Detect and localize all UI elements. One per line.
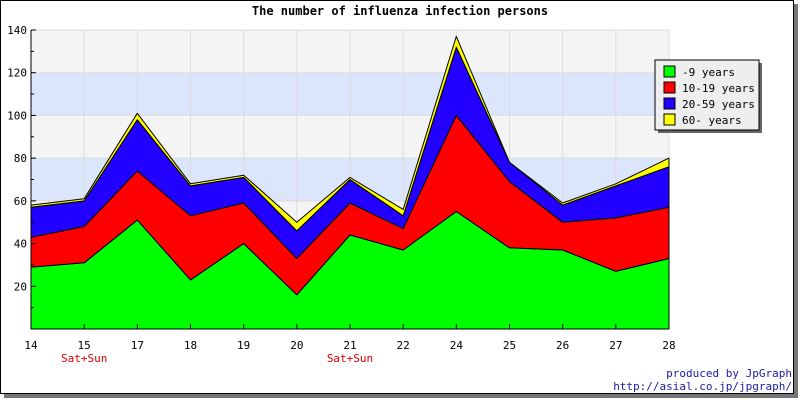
y-tick-label: 100 [7, 109, 27, 122]
legend-swatch [663, 81, 676, 94]
y-tick-label: 20 [14, 280, 27, 293]
legend-label: 60- years [682, 114, 742, 127]
y-tick-label: 140 [7, 24, 27, 37]
credit-url[interactable]: http://asial.co.jp/jpgraph/ [613, 380, 792, 393]
legend-label: 20-59 years [682, 98, 755, 111]
legend-swatch [663, 65, 676, 78]
x-tick-label: 15 [78, 339, 91, 352]
x-tick-label: 18 [184, 339, 197, 352]
y-tick-label: 120 [7, 67, 27, 80]
x-tick-label: 19 [237, 339, 250, 352]
y-tick-label: 40 [14, 238, 27, 251]
x-tick-label: 22 [397, 339, 410, 352]
legend-label: -9 years [682, 66, 735, 79]
credit-produced-by: produced by JpGraph [666, 367, 792, 380]
legend-swatch [663, 97, 676, 110]
x-tick-label: 26 [556, 339, 569, 352]
x-tick-label: 27 [609, 339, 622, 352]
x-tick-label: 17 [131, 339, 144, 352]
legend-swatch [663, 113, 676, 126]
x-tick-sublabel: Sat+Sun [327, 352, 373, 365]
x-tick-label: 20 [290, 339, 303, 352]
x-tick-label: 24 [450, 339, 464, 352]
x-tick-label: 14 [24, 339, 38, 352]
chart-title: The number of influenza infection person… [252, 4, 548, 18]
legend: -9 years 10-19 years 20-59 years 60- years [654, 59, 762, 133]
y-tick-label: 80 [14, 152, 27, 165]
x-tick-label: 21 [343, 339, 356, 352]
y-tick-label: 60 [14, 195, 27, 208]
x-tick-sublabel: Sat+Sun [61, 352, 107, 365]
x-tick-label: 25 [503, 339, 516, 352]
x-tick-label: 28 [662, 339, 675, 352]
area-series-4 [30, 35, 670, 232]
legend-label: 10-19 years [682, 82, 755, 95]
